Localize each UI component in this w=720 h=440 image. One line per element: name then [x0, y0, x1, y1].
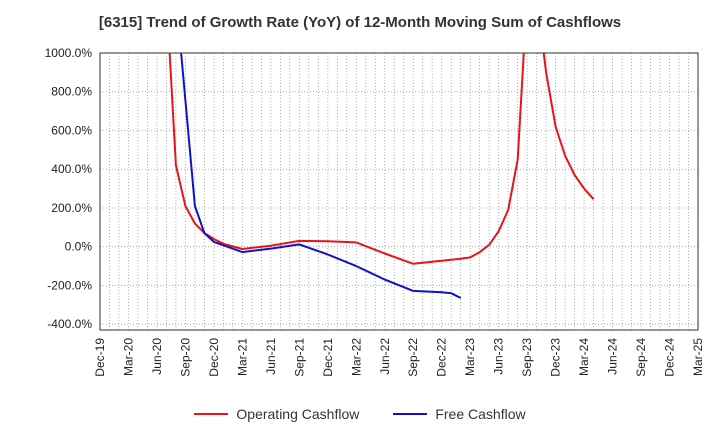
chart-title: [6315] Trend of Growth Rate (YoY) of 12-…	[98, 14, 622, 31]
x-tick-label: Jun-22	[378, 338, 392, 375]
x-tick-label: Jun-20	[150, 338, 164, 375]
legend-item-free-cashflow: Free Cashflow	[393, 406, 526, 422]
legend-swatch-free-cashflow	[393, 413, 428, 415]
x-tick-label: Dec-22	[435, 338, 449, 377]
series-line-operating-cashflow	[168, 53, 595, 265]
x-tick-label: Sep-24	[634, 338, 648, 377]
legend-swatch-operating-cashflow	[194, 413, 229, 415]
legend-label-free-cashflow: Free Cashflow	[435, 406, 526, 422]
legend: Operating Cashflow Free Cashflow	[0, 406, 720, 422]
x-tick-label: Dec-24	[663, 338, 677, 377]
x-tick-label: Mar-25	[691, 338, 705, 376]
series-line-free-cashflow	[180, 53, 462, 299]
plot-frame	[99, 52, 699, 331]
x-tick-label: Sep-20	[178, 338, 192, 377]
legend-label-operating-cashflow: Operating Cashflow	[236, 406, 360, 422]
x-tick-label: Mar-20	[121, 338, 135, 376]
x-tick-label: Jun-21	[264, 338, 278, 375]
x-tick-label: Sep-21	[292, 338, 306, 377]
legend-item-operating-cashflow: Operating Cashflow	[194, 406, 359, 422]
x-tick-label: Dec-21	[321, 338, 335, 377]
y-tick-label: -200.0%	[47, 278, 92, 292]
grid	[99, 52, 699, 330]
y-tick-label: 800.0%	[51, 85, 92, 99]
x-tick-label: Sep-23	[520, 338, 534, 377]
y-tick-label: 0.0%	[65, 240, 93, 254]
x-tick-label: Mar-24	[577, 338, 591, 376]
x-tick-label: Dec-23	[549, 338, 563, 377]
x-tick-label: Dec-19	[93, 338, 107, 377]
x-tick-label: Sep-22	[406, 338, 420, 377]
y-tick-label: 400.0%	[51, 162, 92, 176]
y-axis-ticks: 1000.0% 800.0% 600.0% 400.0% 200.0% 0.0% -200.…	[45, 46, 93, 331]
y-tick-label: 200.0%	[51, 201, 92, 215]
x-tick-label: Jun-24	[606, 338, 620, 375]
y-tick-label: -400.0%	[47, 317, 92, 331]
x-tick-label: Jun-23	[492, 338, 506, 375]
y-tick-label: 600.0%	[51, 123, 92, 137]
x-tick-label: Mar-22	[349, 338, 363, 376]
x-tick-label: Dec-20	[207, 338, 221, 377]
y-tick-label: 1000.0%	[45, 46, 93, 60]
x-tick-label: Mar-21	[235, 338, 249, 376]
x-tick-label: Mar-23	[463, 338, 477, 376]
x-axis-ticks: Dec-19 Mar-20 Jun-20 Sep-20 Dec-20 Mar-21 Jun-…	[93, 338, 705, 377]
series-lines	[168, 53, 595, 299]
